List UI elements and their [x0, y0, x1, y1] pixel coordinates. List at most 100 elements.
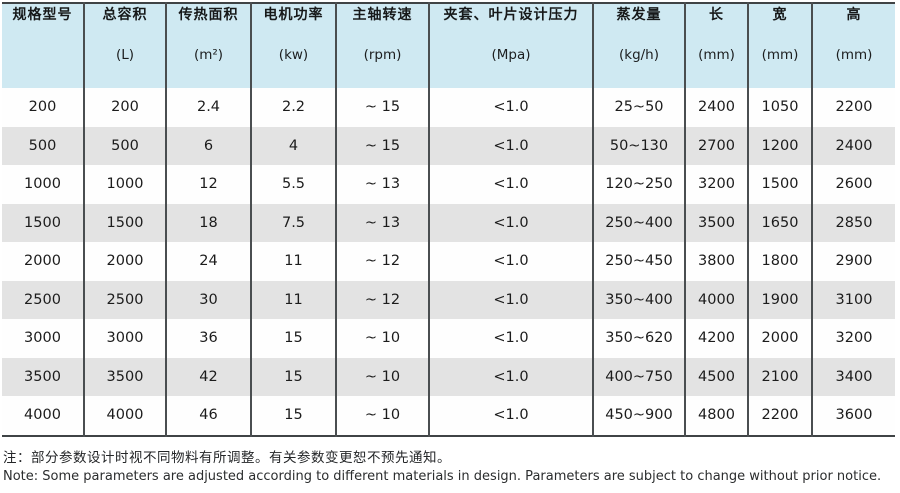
- table-cell: <1.0: [429, 88, 594, 127]
- header-label: 长: [709, 7, 724, 23]
- table-cell: ~ 15: [336, 126, 430, 165]
- table-cell: 24: [166, 242, 252, 281]
- table-cell: 3800: [685, 242, 749, 281]
- table-cell: 5.5: [251, 165, 337, 204]
- table-cell: 200: [2, 88, 85, 127]
- table-cell: ~ 10: [336, 319, 430, 358]
- table-cell: 50~130: [593, 126, 686, 165]
- header-cell-width: 宽 (mm): [748, 3, 813, 88]
- table-cell: 500: [2, 126, 85, 165]
- table-cell: ~ 13: [336, 165, 430, 204]
- table-cell: 25~50: [593, 88, 686, 127]
- table-cell: 42: [166, 357, 252, 396]
- table-cell: 3500: [84, 357, 167, 396]
- table-cell: ~ 10: [336, 357, 430, 396]
- table-cell: 200: [84, 88, 167, 127]
- table-cell: 3200: [685, 165, 749, 204]
- table-cell: 30: [166, 280, 252, 319]
- table-cell: 2400: [835, 137, 873, 154]
- table-cell: 36: [166, 319, 252, 358]
- header-unit: (Mpa): [491, 47, 531, 63]
- footnote-english: Note: Some parameters are adjusted accor…: [3, 469, 882, 485]
- header-cell-motor-power: 电机功率 (kw): [251, 3, 337, 88]
- footnote-chinese: 注：部分参数设计时视不同物料有所调整。有关参数变更恕不预先通知。: [3, 449, 451, 466]
- table-cell: 4500: [685, 357, 749, 396]
- table-cell: 1000: [84, 165, 167, 204]
- table-cell: 3000: [2, 319, 85, 358]
- table-body: 200 200 2.4 2.2 ~ 15 <1.0 25~50 2400 105…: [2, 88, 895, 436]
- table-cell: 250~450: [593, 242, 686, 281]
- table-cell: 6: [166, 126, 252, 165]
- table-cell: 1800: [748, 242, 813, 281]
- table-cell: 1650: [748, 203, 813, 242]
- table-cell: 7.5: [251, 203, 337, 242]
- header-label: 电机功率: [263, 7, 324, 23]
- table-row: 1000 1000 12 5.5 ~ 13 <1.0 120~250 3200 …: [2, 165, 895, 204]
- table-cell: 2.4: [166, 88, 252, 127]
- table-row: 1500 1500 18 7.5 ~ 13 <1.0 250~400 3500 …: [2, 203, 895, 242]
- table-cell: 11: [251, 242, 337, 281]
- header-unit: (rpm): [363, 47, 402, 63]
- header-cell-heat-area: 传热面积 (m²): [166, 3, 252, 88]
- table-cell: <1.0: [429, 357, 594, 396]
- table-cell: <1.0: [429, 126, 594, 165]
- header-cell-height: 高 (mm): [812, 3, 895, 88]
- table-cell: ~ 10: [336, 396, 430, 436]
- table-cell: 4000: [84, 396, 167, 436]
- table-row: 3000 3000 36 15 ~ 10 <1.0 350~620 4200 2…: [2, 319, 895, 358]
- table-row: 2500 2500 30 11 ~ 12 <1.0 350~400 4000 1…: [2, 280, 895, 319]
- table-cell: 1500: [2, 203, 85, 242]
- header-unit: (m²): [193, 47, 224, 63]
- table-cell: 2100: [748, 357, 813, 396]
- table-cell: 4000: [2, 396, 85, 436]
- table-cell: 3000: [84, 319, 167, 358]
- table-cell: 2000: [2, 242, 85, 281]
- table-cell: 15: [251, 357, 337, 396]
- table-row: 2000 2000 24 11 ~ 12 <1.0 250~450 3800 1…: [2, 242, 895, 281]
- footnote: 注：部分参数设计时视不同物料有所调整。有关参数变更恕不预先通知。 Note: S…: [2, 449, 900, 487]
- header-cell-design-pressure: 夹套、叶片设计压力 (Mpa): [429, 3, 594, 88]
- table-cell: 2500: [84, 280, 167, 319]
- table-cell: 250~400: [593, 203, 686, 242]
- table-cell: 3100: [835, 291, 873, 308]
- table-row: 3500 3500 42 15 ~ 10 <1.0 400~750 4500 2…: [2, 357, 895, 396]
- table-cell: 350~400: [593, 280, 686, 319]
- table-cell: <1.0: [429, 242, 594, 281]
- table-cell: 500: [84, 126, 167, 165]
- table-cell: 12: [166, 165, 252, 204]
- table-row: 4000 4000 46 15 ~ 10 <1.0 450~900 4800 2…: [2, 396, 895, 436]
- header-label: 规格型号: [12, 7, 73, 23]
- table-cell: 4200: [685, 319, 749, 358]
- table-cell: 2000: [84, 242, 167, 281]
- table-cell: 2.2: [251, 88, 337, 127]
- header-label: 总容积: [102, 7, 148, 23]
- header-cell-volume: 总容积 (L): [84, 3, 167, 88]
- table-cell: 1900: [748, 280, 813, 319]
- spec-table: 规格型号 总容积 (L) 传热面积 (m²) 电机功率 (kw) 主轴转速: [2, 2, 895, 437]
- header-cell-length: 长 (mm): [685, 3, 749, 88]
- header-unit: (mm): [698, 47, 735, 63]
- table-cell: ~ 13: [336, 203, 430, 242]
- table-cell: 2200: [748, 396, 813, 436]
- table-cell: 120~250: [593, 165, 686, 204]
- table-cell: 15: [251, 396, 337, 436]
- table-cell: 11: [251, 280, 337, 319]
- header-label: 蒸发量: [616, 7, 662, 23]
- table-cell: 15: [251, 319, 337, 358]
- table-cell: 4: [251, 126, 337, 165]
- table-header: 规格型号 总容积 (L) 传热面积 (m²) 电机功率 (kw) 主轴转速: [2, 3, 895, 88]
- header-cell-evaporation: 蒸发量 (kg/h): [593, 3, 686, 88]
- table-cell: 3400: [835, 368, 873, 385]
- header-unit: (kg/h): [618, 47, 660, 63]
- table-cell: 46: [166, 396, 252, 436]
- table-cell: 3600: [835, 407, 873, 424]
- table-cell: ~ 12: [336, 280, 430, 319]
- table-cell: 2000: [748, 319, 813, 358]
- table-cell: 1050: [748, 88, 813, 127]
- header-cell-model: 规格型号: [2, 3, 85, 88]
- header-label: 主轴转速: [352, 7, 413, 23]
- table-cell: 3500: [2, 357, 85, 396]
- table-cell: 4800: [685, 396, 749, 436]
- table-cell: <1.0: [429, 319, 594, 358]
- header-label: 传热面积: [178, 7, 239, 23]
